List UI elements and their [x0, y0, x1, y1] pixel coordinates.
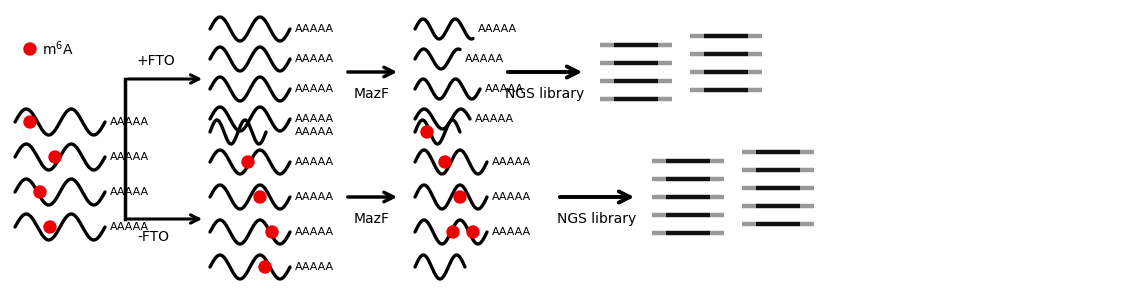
Circle shape	[421, 126, 433, 138]
Circle shape	[49, 151, 62, 163]
Text: AAAAA: AAAAA	[295, 54, 334, 64]
Circle shape	[44, 221, 56, 233]
Text: AAAAA: AAAAA	[295, 157, 334, 167]
Text: $\mathregular{m^6A}$: $\mathregular{m^6A}$	[42, 40, 74, 58]
Circle shape	[242, 156, 254, 168]
Text: NGS library: NGS library	[557, 212, 636, 226]
Circle shape	[266, 226, 278, 238]
Circle shape	[439, 156, 451, 168]
Text: AAAAA: AAAAA	[478, 24, 518, 34]
Text: AAAAA: AAAAA	[492, 157, 531, 167]
Text: AAAAA: AAAAA	[295, 192, 334, 202]
Text: AAAAA: AAAAA	[295, 127, 334, 137]
Text: +FTO: +FTO	[137, 54, 176, 68]
Text: AAAAA: AAAAA	[475, 114, 514, 124]
Text: AAAAA: AAAAA	[109, 187, 149, 197]
Circle shape	[24, 43, 36, 55]
Text: AAAAA: AAAAA	[109, 152, 149, 162]
Text: AAAAA: AAAAA	[295, 262, 334, 272]
Text: NGS library: NGS library	[505, 87, 585, 101]
Text: AAAAA: AAAAA	[484, 84, 524, 94]
Text: -FTO: -FTO	[137, 230, 169, 244]
Text: MazF: MazF	[355, 212, 390, 226]
Circle shape	[467, 226, 479, 238]
Circle shape	[24, 116, 36, 128]
Text: AAAAA: AAAAA	[465, 54, 504, 64]
Circle shape	[259, 261, 271, 273]
Text: AAAAA: AAAAA	[295, 84, 334, 94]
Text: AAAAA: AAAAA	[295, 114, 334, 124]
Text: AAAAA: AAAAA	[492, 227, 531, 237]
Circle shape	[447, 226, 459, 238]
Text: AAAAA: AAAAA	[109, 117, 149, 127]
Circle shape	[34, 186, 46, 198]
Text: MazF: MazF	[355, 87, 390, 101]
Circle shape	[254, 191, 266, 203]
Text: AAAAA: AAAAA	[492, 192, 531, 202]
Text: AAAAA: AAAAA	[295, 24, 334, 34]
Text: AAAAA: AAAAA	[109, 222, 149, 232]
Circle shape	[454, 191, 466, 203]
Text: AAAAA: AAAAA	[295, 227, 334, 237]
